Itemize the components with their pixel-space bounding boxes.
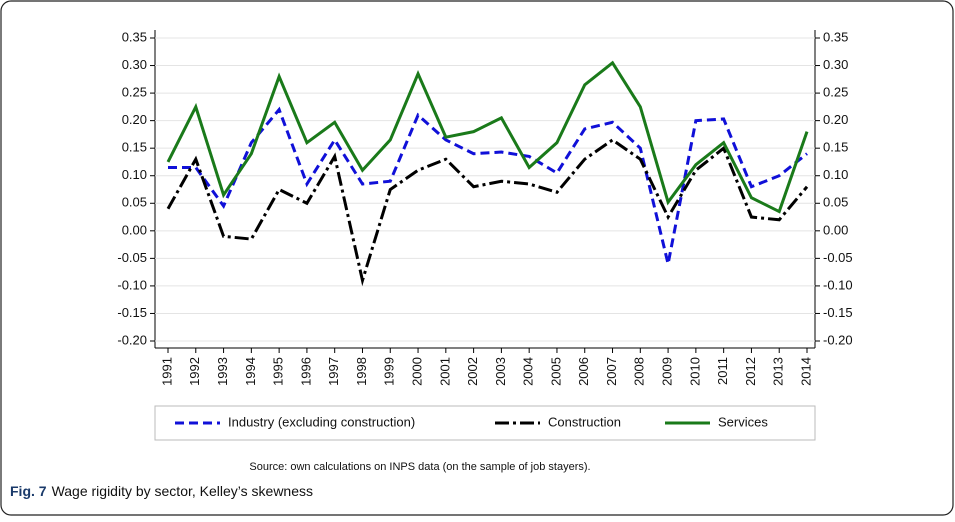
y-tick-label: 0.25 [122, 85, 147, 100]
x-tick-label: 1995 [271, 357, 286, 386]
x-tick-label: 1993 [215, 357, 230, 386]
x-tick-label: 2000 [409, 357, 424, 386]
x-tick-label: 1991 [159, 357, 174, 386]
x-tick-label: 2005 [548, 357, 563, 386]
x-tick-label: 1994 [243, 357, 258, 386]
y-tick-label: 0.10 [122, 167, 147, 182]
y2-tick-label: 0.15 [823, 140, 848, 155]
x-tick-label: 1997 [326, 357, 341, 386]
legend-label: Construction [548, 414, 621, 429]
y-tick-label: 0.00 [122, 222, 147, 237]
y2-tick-label: 0.25 [823, 85, 848, 100]
figure-label: Fig. 7 [10, 483, 47, 499]
x-tick-label: 2007 [604, 357, 619, 386]
caption-text: Wage rigidity by sector, Kelley’s skewne… [52, 483, 313, 499]
series-line [168, 106, 808, 265]
y2-tick-label: 0.30 [823, 57, 848, 72]
series-line [166, 60, 809, 214]
x-tick-label: 2006 [576, 357, 591, 386]
x-tick-label: 2003 [493, 357, 508, 386]
x-tick-label: 1998 [354, 357, 369, 386]
y-tick-label: 0.05 [122, 195, 147, 210]
x-tick-label: 2010 [687, 357, 702, 386]
source-note: Source: own calculations on INPS data (o… [249, 461, 590, 473]
x-tick-label: 1996 [298, 357, 313, 386]
y2-tick-label: 0.10 [823, 167, 848, 182]
y2-tick-label: 0.35 [823, 29, 848, 44]
y-tick-label: -0.05 [117, 250, 147, 265]
y2-tick-label: 0.20 [823, 112, 848, 127]
y2-tick-label: -0.05 [823, 250, 853, 265]
caption: Fig. 7 Wage rigidity by sector, Kelley’s … [10, 483, 313, 499]
legend-label: Services [718, 414, 768, 429]
x-tick-label: 2004 [521, 357, 536, 386]
y-tick-label: 0.30 [122, 57, 147, 72]
x-tick-label: 1992 [187, 357, 202, 386]
x-tick-label: 2009 [660, 357, 675, 386]
y-tick-label: -0.20 [117, 332, 147, 347]
y2-tick-label: -0.20 [823, 332, 853, 347]
x-tick-label: 2012 [743, 357, 758, 386]
y-tick-label: -0.10 [117, 277, 147, 292]
x-tick-label: 2001 [437, 357, 452, 386]
y2-tick-label: 0.00 [823, 222, 848, 237]
y-tick-label: 0.15 [122, 140, 147, 155]
x-tick-label: 2013 [771, 357, 786, 386]
x-tick-label: 2002 [465, 357, 480, 386]
x-tick-label: 1999 [382, 357, 397, 386]
x-tick-label: 2011 [715, 357, 730, 385]
series-line [166, 138, 809, 287]
legend-label: Industry (excluding construction) [228, 414, 415, 429]
y-tick-label: -0.15 [117, 305, 147, 320]
y2-tick-label: 0.05 [823, 195, 848, 210]
x-tick-label: 2014 [798, 357, 813, 386]
x-tick-label: 2008 [632, 357, 647, 386]
y-tick-label: 0.35 [122, 29, 147, 44]
plot-area [155, 30, 815, 348]
y-tick-label: 0.20 [122, 112, 147, 127]
y2-tick-label: -0.15 [823, 305, 853, 320]
y2-tick-label: -0.10 [823, 277, 853, 292]
